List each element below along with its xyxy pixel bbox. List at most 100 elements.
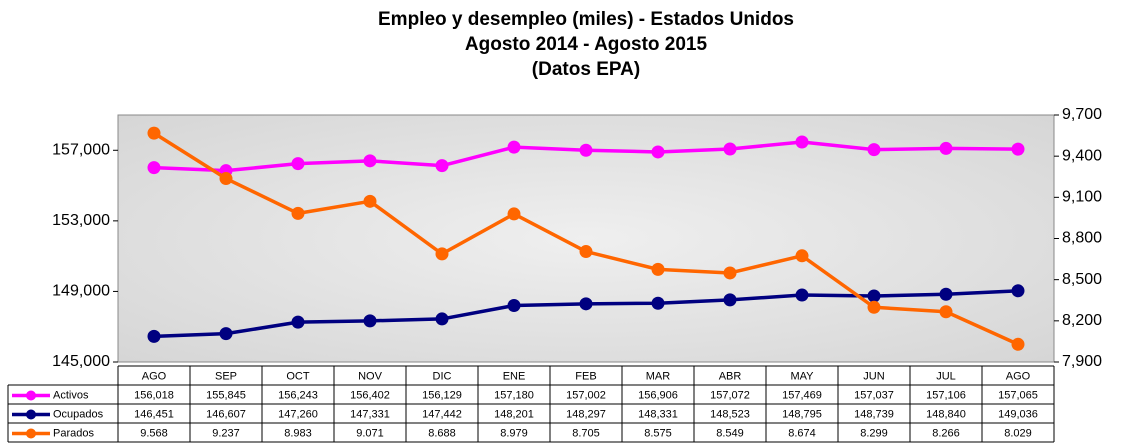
point <box>507 140 521 154</box>
point <box>723 266 737 280</box>
table-value: 9.071 <box>356 427 384 439</box>
point <box>219 327 233 341</box>
table-value: 8.983 <box>284 427 312 439</box>
table-value: 147,260 <box>278 408 318 420</box>
table-value: 155,845 <box>206 389 246 401</box>
table-value: 8.266 <box>932 427 960 439</box>
table-value: 157,072 <box>710 389 750 401</box>
y2-tick-label: 7,900 <box>1062 353 1102 370</box>
legend-label: Ocupados <box>53 408 104 420</box>
point <box>219 172 233 186</box>
point <box>147 161 161 175</box>
table-value: 8.029 <box>1004 427 1032 439</box>
table-value: 146,607 <box>206 408 246 420</box>
y2-tick-label: 8,200 <box>1062 312 1102 329</box>
chart-title: Agosto 2014 - Agosto 2015 <box>465 34 708 55</box>
y2-tick-label: 9,400 <box>1062 147 1102 164</box>
table-value: 8.299 <box>860 427 888 439</box>
table-value: 9.568 <box>140 427 168 439</box>
legend-label: Activos <box>53 389 89 401</box>
point <box>651 262 665 276</box>
point <box>867 143 881 157</box>
point <box>867 300 881 314</box>
point <box>723 293 737 307</box>
point <box>939 287 953 301</box>
table-value: 157,002 <box>566 389 606 401</box>
point <box>939 305 953 319</box>
point <box>291 157 305 171</box>
table-value: 148,201 <box>494 408 534 420</box>
y-tick-label: 153,000 <box>52 212 110 229</box>
point <box>363 314 377 328</box>
x-tick-label: ABR <box>719 370 742 382</box>
y2-tick-label: 8,800 <box>1062 230 1102 247</box>
x-tick-label: SEP <box>215 370 237 382</box>
point <box>579 297 593 311</box>
point <box>291 206 305 220</box>
table-value: 157,065 <box>998 389 1038 401</box>
x-tick-label: MAY <box>790 370 814 382</box>
point <box>507 207 521 221</box>
x-tick-label: NOV <box>358 370 383 382</box>
x-tick-label: FEB <box>575 370 596 382</box>
y-tick-label: 149,000 <box>52 283 110 300</box>
table-value: 8.688 <box>428 427 456 439</box>
legend-marker <box>26 409 36 420</box>
point <box>1011 284 1025 298</box>
table-value: 148,795 <box>782 408 822 420</box>
point <box>147 329 161 343</box>
x-tick-label: OCT <box>286 370 310 382</box>
point <box>435 247 449 261</box>
table-value: 146,451 <box>134 408 174 420</box>
legend-label: Parados <box>53 427 94 439</box>
point <box>939 141 953 155</box>
chart-title: Empleo y desempleo (miles) - Estados Uni… <box>378 9 794 30</box>
table-value: 147,442 <box>422 408 462 420</box>
point <box>363 154 377 168</box>
point <box>795 288 809 302</box>
table-value: 148,331 <box>638 408 678 420</box>
x-tick-label: JUN <box>863 370 884 382</box>
table-value: 148,739 <box>854 408 894 420</box>
point <box>147 126 161 140</box>
table-value: 149,036 <box>998 408 1038 420</box>
x-tick-label: AGO <box>1006 370 1031 382</box>
table-value: 8.705 <box>572 427 600 439</box>
table-value: 148,840 <box>926 408 966 420</box>
legend-marker <box>26 390 36 401</box>
table-value: 157,037 <box>854 389 894 401</box>
point <box>795 249 809 263</box>
y2-tick-label: 9,700 <box>1062 106 1102 123</box>
legend-marker <box>26 428 36 439</box>
point <box>435 159 449 173</box>
table-value: 156,018 <box>134 389 174 401</box>
point <box>363 194 377 208</box>
point <box>507 299 521 313</box>
x-tick-label: JUL <box>936 370 956 382</box>
table-value: 9.237 <box>212 427 240 439</box>
table-value: 8.575 <box>644 427 672 439</box>
table-value: 156,402 <box>350 389 390 401</box>
point <box>291 315 305 329</box>
x-tick-label: DIC <box>433 370 452 382</box>
table-value: 147,331 <box>350 408 390 420</box>
point <box>651 296 665 310</box>
point <box>579 245 593 259</box>
point <box>1011 337 1025 351</box>
table-value: 156,906 <box>638 389 678 401</box>
table-value: 148,297 <box>566 408 606 420</box>
point <box>435 312 449 326</box>
x-tick-label: MAR <box>646 370 671 382</box>
chart-title: (Datos EPA) <box>532 59 640 80</box>
table-value: 8.674 <box>788 427 816 439</box>
table-value: 157,180 <box>494 389 534 401</box>
point <box>579 143 593 157</box>
y2-tick-label: 8,500 <box>1062 271 1102 288</box>
table-value: 157,469 <box>782 389 822 401</box>
x-tick-label: ENE <box>503 370 526 382</box>
point <box>651 145 665 159</box>
point <box>795 135 809 149</box>
table-value: 8.979 <box>500 427 528 439</box>
